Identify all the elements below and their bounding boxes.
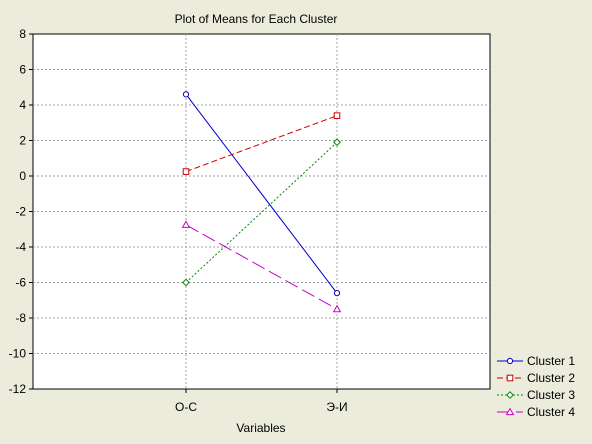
legend-item-cluster-3: Cluster 3 [497, 388, 575, 402]
grid-lines [33, 34, 490, 389]
series-cluster-1 [182, 91, 341, 297]
legend: Cluster 1 Cluster 2 Cluster 3 Cluster 4 [497, 354, 575, 419]
x-tick-label: О-С [175, 400, 197, 414]
x-axis-label: Variables [236, 421, 285, 435]
legend-label: Cluster 2 [527, 371, 575, 385]
y-tick-label: -12 [9, 382, 27, 396]
legend-marker [506, 357, 514, 365]
data-point [333, 138, 341, 147]
series-cluster-2 [182, 112, 341, 175]
series-cluster-3 [182, 138, 341, 287]
chart-title: Plot of Means for Each Cluster [175, 12, 338, 26]
axis-ticks: 8 6 4 2 0 -2 -4 -6 -8 -10 -12 О-С Э-И [9, 27, 348, 414]
y-tick-label: -10 [9, 347, 27, 361]
legend-item-cluster-2: Cluster 2 [497, 371, 575, 385]
y-tick-label: 4 [19, 98, 26, 112]
series-line [185, 224, 338, 310]
y-tick-label: -6 [15, 276, 26, 290]
y-tick-label: 0 [19, 169, 26, 183]
x-tick-label: Э-И [326, 400, 347, 414]
data-point [333, 290, 341, 297]
y-tick-label: 6 [19, 63, 26, 77]
legend-marker [506, 391, 514, 399]
legend-label: Cluster 1 [527, 354, 575, 368]
y-tick-label: -8 [15, 311, 26, 325]
legend-item-cluster-4: Cluster 4 [497, 405, 575, 419]
data-point [332, 304, 342, 313]
y-tick-label: 2 [19, 134, 26, 148]
legend-marker [505, 407, 515, 416]
data-point [182, 91, 190, 98]
series-group [181, 91, 342, 313]
data-point [182, 168, 190, 175]
series-cluster-4 [181, 220, 342, 313]
y-tick-label: -4 [15, 240, 26, 254]
legend-label: Cluster 4 [527, 405, 575, 419]
legend-marker [506, 374, 514, 382]
legend-label: Cluster 3 [527, 388, 575, 402]
series-line [185, 94, 338, 294]
data-point [182, 278, 190, 287]
y-tick-label: 8 [19, 27, 26, 41]
legend-item-cluster-1: Cluster 1 [497, 354, 575, 368]
data-point [333, 112, 341, 119]
y-tick-label: -2 [15, 205, 26, 219]
data-point [181, 220, 191, 228]
